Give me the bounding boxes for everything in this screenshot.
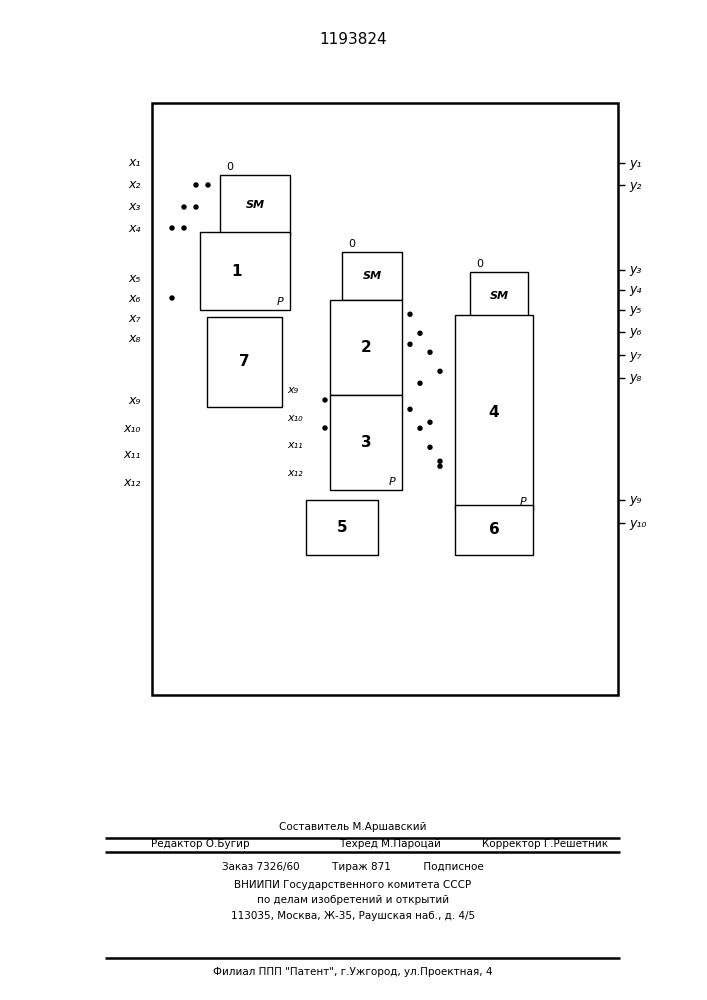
Text: x₉: x₉ [287, 385, 298, 395]
Text: y₁: y₁ [629, 156, 641, 169]
Circle shape [170, 296, 174, 300]
Bar [330, 395, 402, 490]
Circle shape [182, 205, 186, 209]
Text: x₃: x₃ [129, 200, 141, 214]
Bar [455, 315, 533, 510]
Text: x₁₁: x₁₁ [124, 448, 141, 462]
Text: x₅: x₅ [129, 271, 141, 284]
Text: 5: 5 [337, 520, 347, 535]
Text: y₄: y₄ [629, 284, 641, 296]
Circle shape [438, 464, 442, 468]
Circle shape [428, 445, 432, 449]
Text: x₉: x₉ [129, 393, 141, 406]
Circle shape [170, 226, 174, 230]
Text: 7: 7 [239, 355, 250, 369]
Text: x₁₁: x₁₁ [287, 440, 303, 450]
Text: 4: 4 [489, 405, 499, 420]
Text: y₇: y₇ [629, 349, 641, 361]
Text: x₁₂: x₁₂ [287, 468, 303, 478]
Circle shape [323, 426, 327, 430]
Circle shape [428, 420, 432, 424]
Text: x₁: x₁ [129, 156, 141, 169]
Text: 0: 0 [477, 259, 484, 269]
Text: y₃: y₃ [629, 263, 641, 276]
Text: y₈: y₈ [629, 371, 641, 384]
Text: ВНИИПИ Государственного комитета СССР: ВНИИПИ Государственного комитета СССР [235, 880, 472, 890]
Bar [455, 505, 533, 555]
Text: x₁₂: x₁₂ [124, 477, 141, 489]
Text: 113035, Москва, Ж-35, Раушская наб., д. 4/5: 113035, Москва, Ж-35, Раушская наб., д. … [231, 911, 475, 921]
Circle shape [418, 426, 422, 430]
Text: x₄: x₄ [129, 222, 141, 234]
Bar [330, 300, 402, 395]
Text: P: P [389, 477, 395, 487]
Text: Составитель М.Аршавский: Составитель М.Аршавский [279, 822, 427, 832]
Text: SM: SM [489, 291, 508, 301]
Circle shape [418, 381, 422, 385]
Text: y₂: y₂ [629, 178, 641, 192]
Bar [220, 175, 290, 235]
Circle shape [408, 312, 412, 316]
Text: y₁₀: y₁₀ [629, 516, 646, 530]
Bar [342, 252, 402, 300]
Circle shape [418, 331, 422, 335]
Text: 1: 1 [232, 263, 243, 278]
Text: 6: 6 [489, 522, 499, 538]
Text: y₆: y₆ [629, 326, 641, 338]
Text: 0: 0 [226, 162, 233, 172]
Text: 0: 0 [349, 239, 356, 249]
Bar [200, 232, 290, 310]
Text: x₆: x₆ [129, 292, 141, 304]
Text: по делам изобретений и открытий: по делам изобретений и открытий [257, 895, 449, 905]
Text: Филиал ППП "Патент", г.Ужгород, ул.Проектная, 4: Филиал ППП "Патент", г.Ужгород, ул.Проек… [214, 967, 493, 977]
Circle shape [194, 205, 198, 209]
Text: 3: 3 [361, 435, 371, 450]
Circle shape [206, 183, 210, 187]
Circle shape [438, 369, 442, 373]
Text: x₇: x₇ [129, 312, 141, 324]
Text: Заказ 7326/60          Тираж 871          Подписное: Заказ 7326/60 Тираж 871 Подписное [222, 862, 484, 872]
Circle shape [408, 407, 412, 411]
Circle shape [323, 398, 327, 402]
Circle shape [408, 342, 412, 346]
Text: Техред М.Пароцай: Техред М.Пароцай [339, 839, 441, 849]
Bar [306, 500, 378, 555]
Text: 1193824: 1193824 [319, 32, 387, 47]
Text: 2: 2 [361, 340, 371, 355]
Circle shape [194, 183, 198, 187]
Text: x₈: x₈ [129, 332, 141, 344]
Text: y₅: y₅ [629, 304, 641, 316]
Circle shape [438, 459, 442, 463]
Text: SM: SM [363, 271, 382, 281]
Bar [470, 272, 528, 320]
Bar [152, 103, 618, 695]
Bar [207, 317, 282, 407]
Text: P: P [520, 497, 527, 507]
Text: x₁₀: x₁₀ [287, 413, 303, 423]
Circle shape [428, 350, 432, 354]
Text: SM: SM [245, 200, 264, 210]
Text: y₉: y₉ [629, 493, 641, 506]
Text: Корректор Г.Решетник: Корректор Г.Решетник [482, 839, 608, 849]
Text: P: P [276, 297, 284, 307]
Circle shape [182, 226, 186, 230]
Text: Редактор О.Бугир: Редактор О.Бугир [151, 839, 250, 849]
Text: x₁₀: x₁₀ [124, 422, 141, 434]
Text: x₂: x₂ [129, 178, 141, 192]
